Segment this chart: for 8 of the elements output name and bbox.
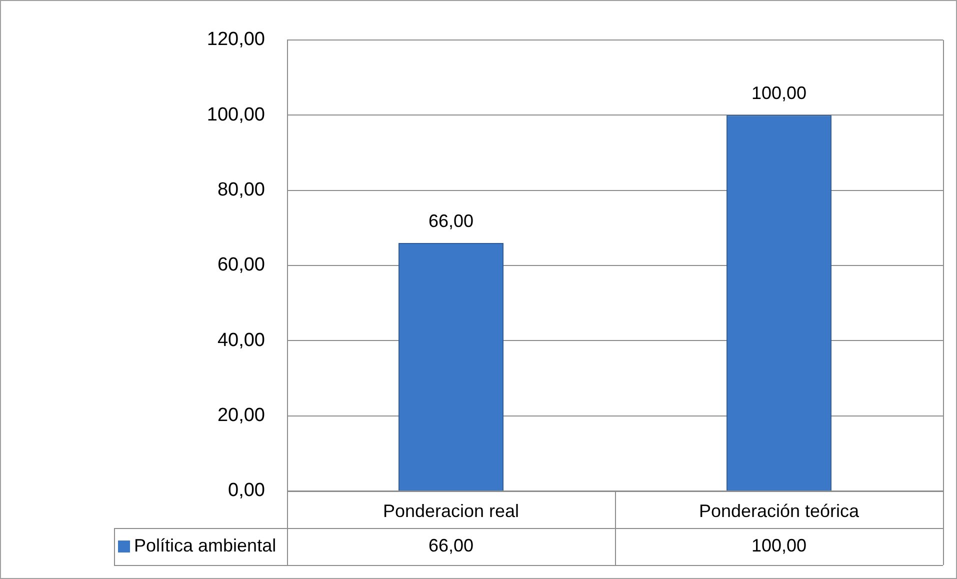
y-tick-label: 40,00 bbox=[217, 330, 265, 351]
text: 100,00 bbox=[751, 83, 807, 104]
y-tick-label: 120,00 bbox=[206, 29, 265, 50]
y-tick-label: 20,00 bbox=[217, 405, 265, 426]
y-tick-label: 100,00 bbox=[206, 104, 265, 126]
text: 66,00 bbox=[428, 210, 474, 231]
y-tick-label: 60,00 bbox=[217, 254, 265, 276]
y-tick-label: 80,00 bbox=[217, 180, 265, 201]
